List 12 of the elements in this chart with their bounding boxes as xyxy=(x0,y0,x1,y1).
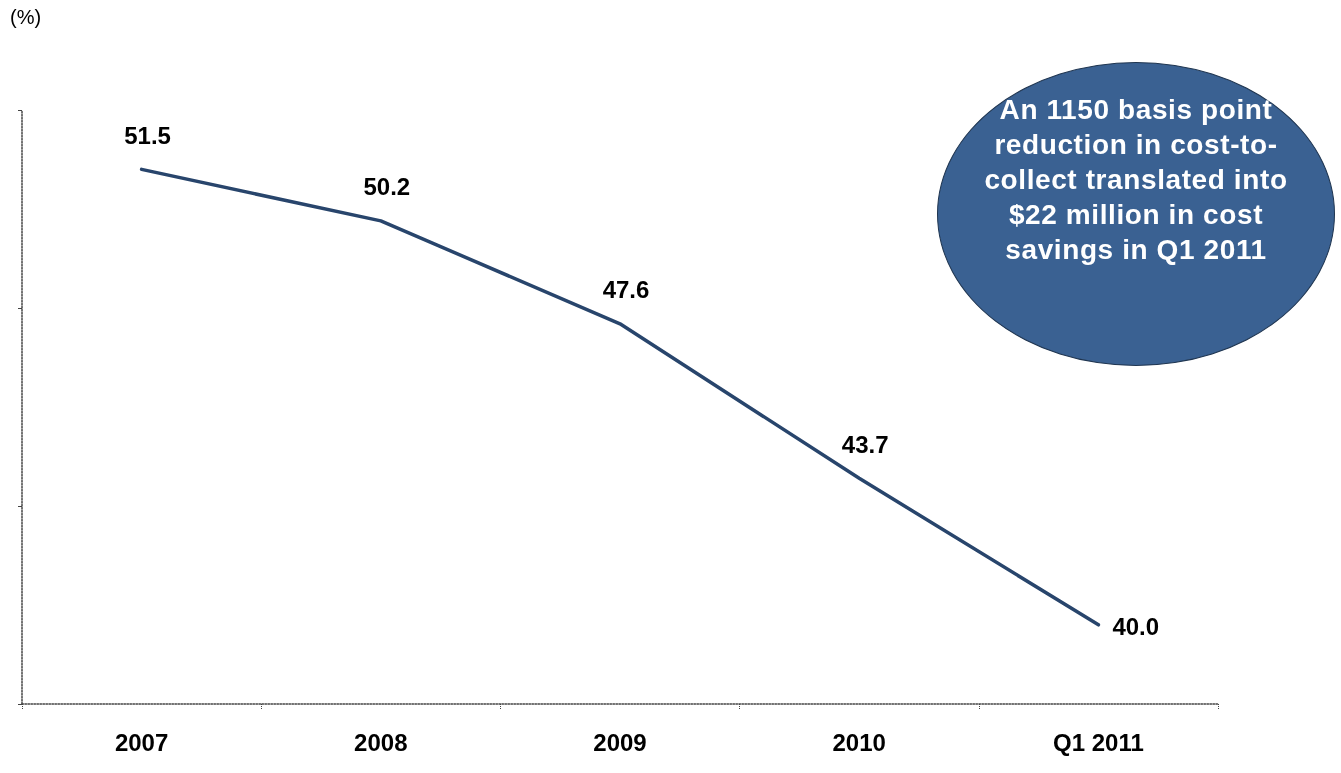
data-label: 40.0 xyxy=(1112,613,1160,641)
x-tick-label: Q1 2011 xyxy=(1053,728,1144,756)
data-label: 47.6 xyxy=(602,276,650,304)
x-tick-label: 2008 xyxy=(354,728,408,756)
x-tick-label: 2009 xyxy=(593,728,647,756)
data-label: 43.7 xyxy=(841,430,889,458)
x-tick-label: 2007 xyxy=(114,728,169,756)
data-label: 51.5 xyxy=(124,121,171,149)
annotation: An 1150 basis point reduction in cost-to-collect translated into $22 million in cost savings in Q1 2011 xyxy=(983,93,1289,267)
y-axis-title: (%) xyxy=(10,6,42,28)
x-tick-label: 2010 xyxy=(832,728,886,756)
data-label: 50.2 xyxy=(363,173,411,201)
